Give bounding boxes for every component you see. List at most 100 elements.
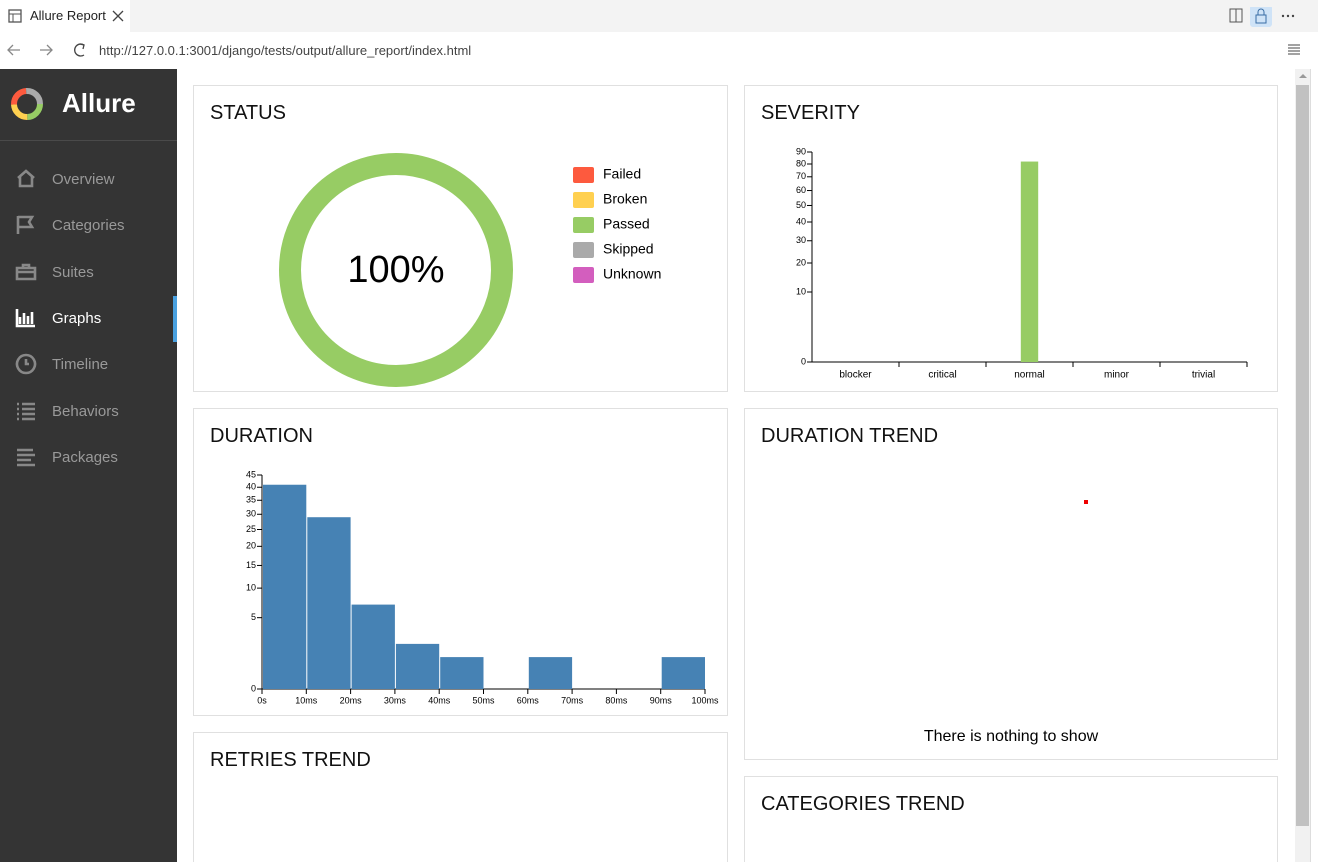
y-tick-label: 40 [796, 216, 806, 226]
logo [11, 88, 43, 120]
legend-label: Broken [603, 191, 647, 207]
bar [440, 657, 484, 689]
bar [528, 657, 573, 689]
panel: RETRIES TREND [193, 732, 728, 862]
x-tick-label: 80ms [605, 695, 628, 705]
y-tick-label: 80 [796, 158, 806, 168]
nav-item[interactable]: Timeline [0, 345, 177, 385]
separator [0, 140, 177, 141]
nav-label: Behaviors [52, 402, 119, 420]
legend-swatch [573, 217, 594, 233]
legend-swatch [573, 167, 594, 183]
x-tick-label: 0s [257, 695, 267, 705]
panel-title: DURATION TREND [761, 425, 939, 447]
donut-segment [279, 153, 513, 387]
icon-shape [15, 353, 37, 375]
nav-item[interactable]: Graphs [0, 295, 177, 342]
y-tick-label: 30 [246, 509, 256, 519]
nav-icon [17, 169, 35, 188]
nav-icon [15, 263, 37, 280]
tab-title: Allure Report [30, 8, 106, 23]
legend-label: Unknown [603, 266, 661, 282]
y-tick-label: 5 [251, 612, 256, 622]
nav-label: Categories [52, 217, 125, 235]
y-tick-label: 10 [246, 582, 256, 592]
y-tick-label: 0 [801, 356, 806, 366]
active-marker [173, 295, 177, 342]
legend-label: Skipped [603, 241, 654, 257]
sidebar: Allure Overview Categories Suites Graphs Tim… [0, 69, 177, 862]
nav-icon [15, 308, 35, 328]
x-tick-label: 20ms [340, 695, 363, 705]
icon-shape [17, 448, 35, 467]
nav-icon [17, 448, 35, 467]
panel-title: SEVERITY [761, 102, 860, 124]
x-tick-label: normal [1014, 370, 1045, 381]
y-tick-label: 90 [796, 146, 806, 156]
nav-label: Graphs [52, 309, 102, 327]
tab-icon [8, 9, 22, 23]
nav-item[interactable]: Suites [0, 253, 177, 293]
nav-item[interactable]: Packages [0, 438, 177, 478]
window-controls [1229, 7, 1295, 27]
trend-point [1084, 500, 1088, 504]
close-tab[interactable] [112, 10, 124, 22]
bar [263, 484, 307, 689]
y-tick-label: 10 [796, 286, 806, 296]
y-tick-label: 0 [251, 683, 256, 693]
panel: 0 10 20 30 40 50 60 70 80 90 blocker critical normal… [744, 85, 1278, 392]
panel-title: DURATION [210, 425, 313, 447]
legend-swatch [573, 267, 594, 283]
x-tick-label: 40ms [428, 695, 451, 705]
x-tick-label: 90ms [650, 695, 673, 705]
nav-item[interactable]: Behaviors [0, 392, 177, 432]
edge [1310, 69, 1311, 862]
icon-shape [16, 215, 35, 235]
x-tick-label: 10ms [295, 695, 318, 705]
x-tick-label: 30ms [384, 695, 407, 705]
nav-icon [16, 215, 35, 235]
panel: 0 5 10 15 20 25 30 35 40 45 0s 10ms 20ms 30ms 40ms 50ms… [193, 408, 728, 716]
panel: CATEGORIES TREND [744, 776, 1278, 862]
icon-shape [17, 402, 35, 420]
y-tick-label: 15 [246, 560, 256, 570]
x-tick-label: 50ms [472, 695, 495, 705]
y-tick-label: 20 [246, 541, 256, 551]
y-tick-label: 40 [246, 482, 256, 492]
bar [307, 517, 351, 689]
nav-item[interactable]: Categories [0, 206, 177, 246]
panel-title: RETRIES TREND [210, 749, 371, 771]
nav-buttons[interactable] [6, 41, 96, 59]
legend-swatch [573, 242, 594, 258]
y-tick-label: 35 [246, 495, 256, 505]
menu[interactable] [1287, 43, 1301, 55]
y-tick-label: 25 [246, 524, 256, 534]
legend-swatch [573, 192, 594, 208]
nav-item[interactable]: Overview [0, 160, 177, 200]
bar [395, 643, 440, 689]
brand: Allure [62, 88, 136, 118]
y-tick-label: 50 [796, 200, 806, 210]
scroll-up[interactable] [1299, 72, 1307, 80]
y-tick-label: 45 [246, 469, 256, 479]
tab[interactable]: Allure Report [0, 0, 130, 32]
center-label: 100% [347, 249, 444, 291]
scroll-thumb[interactable] [1296, 85, 1309, 826]
legend-label: Passed [603, 216, 650, 232]
panel: There is nothing to show DURATION TREND [744, 408, 1278, 760]
x-tick-label: blocker [839, 370, 872, 381]
nav-label: Overview [52, 171, 115, 188]
nav-label: Packages [52, 448, 118, 466]
url[interactable]: http://127.0.0.1:3001/django/tests/outpu… [99, 43, 472, 58]
x-tick-label: 60ms [517, 695, 540, 705]
x-tick-label: critical [928, 370, 956, 381]
bar [1020, 161, 1039, 362]
panel-title: CATEGORIES TREND [761, 793, 965, 815]
nav-label: Timeline [52, 356, 109, 374]
y-tick-label: 20 [796, 257, 806, 267]
empty-message: There is nothing to show [924, 728, 1099, 745]
bar [351, 604, 395, 689]
x-tick-label: minor [1104, 370, 1130, 381]
scrollbar[interactable] [1295, 69, 1310, 862]
